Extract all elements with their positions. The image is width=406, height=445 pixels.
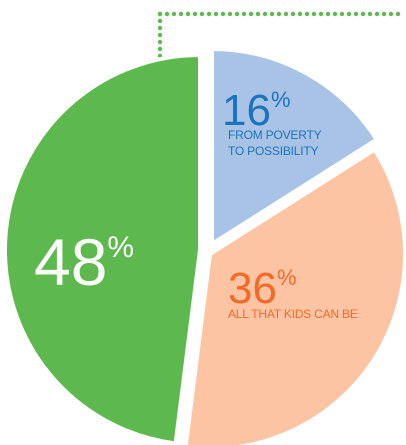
connector-dot bbox=[164, 11, 170, 17]
connector-dot bbox=[353, 11, 359, 17]
connector-dot bbox=[339, 11, 345, 17]
connector-dot bbox=[199, 11, 205, 17]
connector-dot bbox=[241, 11, 247, 17]
connector-dot bbox=[381, 11, 387, 17]
pie-slice-2 bbox=[183, 146, 406, 445]
connector-dot bbox=[171, 11, 177, 17]
connector-dot bbox=[157, 11, 163, 17]
slice-1-percent: 16% bbox=[222, 86, 291, 135]
connector-dot bbox=[157, 25, 163, 31]
connector-dot bbox=[262, 11, 268, 17]
connector-dot bbox=[234, 11, 240, 17]
connector-dot bbox=[360, 11, 366, 17]
connector-dot bbox=[206, 11, 212, 17]
connector-dot bbox=[311, 11, 317, 17]
connector-dot bbox=[157, 39, 163, 45]
connector-dot bbox=[227, 11, 233, 17]
connector-dot bbox=[276, 11, 282, 17]
connector-dot bbox=[213, 11, 219, 17]
connector-dot bbox=[304, 11, 310, 17]
connector-dot bbox=[346, 11, 352, 17]
connector-dot bbox=[157, 46, 163, 52]
connector-dot bbox=[185, 11, 191, 17]
connector-dot bbox=[220, 11, 226, 17]
connector-dot bbox=[395, 11, 401, 17]
connector-dot bbox=[325, 11, 331, 17]
connector-dot bbox=[283, 11, 289, 17]
connector-dot bbox=[290, 11, 296, 17]
connector-dot bbox=[374, 11, 380, 17]
connector-dot bbox=[269, 11, 275, 17]
connector-dot bbox=[367, 11, 373, 17]
connector-dot bbox=[332, 11, 338, 17]
connector-dot bbox=[178, 11, 184, 17]
pie-slice-1 bbox=[210, 46, 380, 248]
slice-3-percent: 48% bbox=[34, 225, 134, 299]
connector-dot bbox=[157, 32, 163, 38]
dotted-connector bbox=[157, 11, 401, 59]
slice-1-label-line-1: FROM POVERTY bbox=[228, 128, 322, 142]
connector-dot bbox=[318, 11, 324, 17]
slice-1-label-line-2: TO POSSIBILITY bbox=[228, 144, 319, 158]
connector-dot bbox=[248, 11, 254, 17]
connector-dot bbox=[255, 11, 261, 17]
slice-2-percent: 36% bbox=[228, 264, 297, 313]
connector-dot bbox=[192, 11, 198, 17]
pie-slice-3 bbox=[3, 52, 202, 445]
slice-2-label: ALL THAT KIDS CAN BE bbox=[228, 307, 358, 321]
connector-dot bbox=[157, 18, 163, 24]
pie-slices bbox=[3, 46, 406, 445]
connector-dot bbox=[297, 11, 303, 17]
connector-dot bbox=[388, 11, 394, 17]
